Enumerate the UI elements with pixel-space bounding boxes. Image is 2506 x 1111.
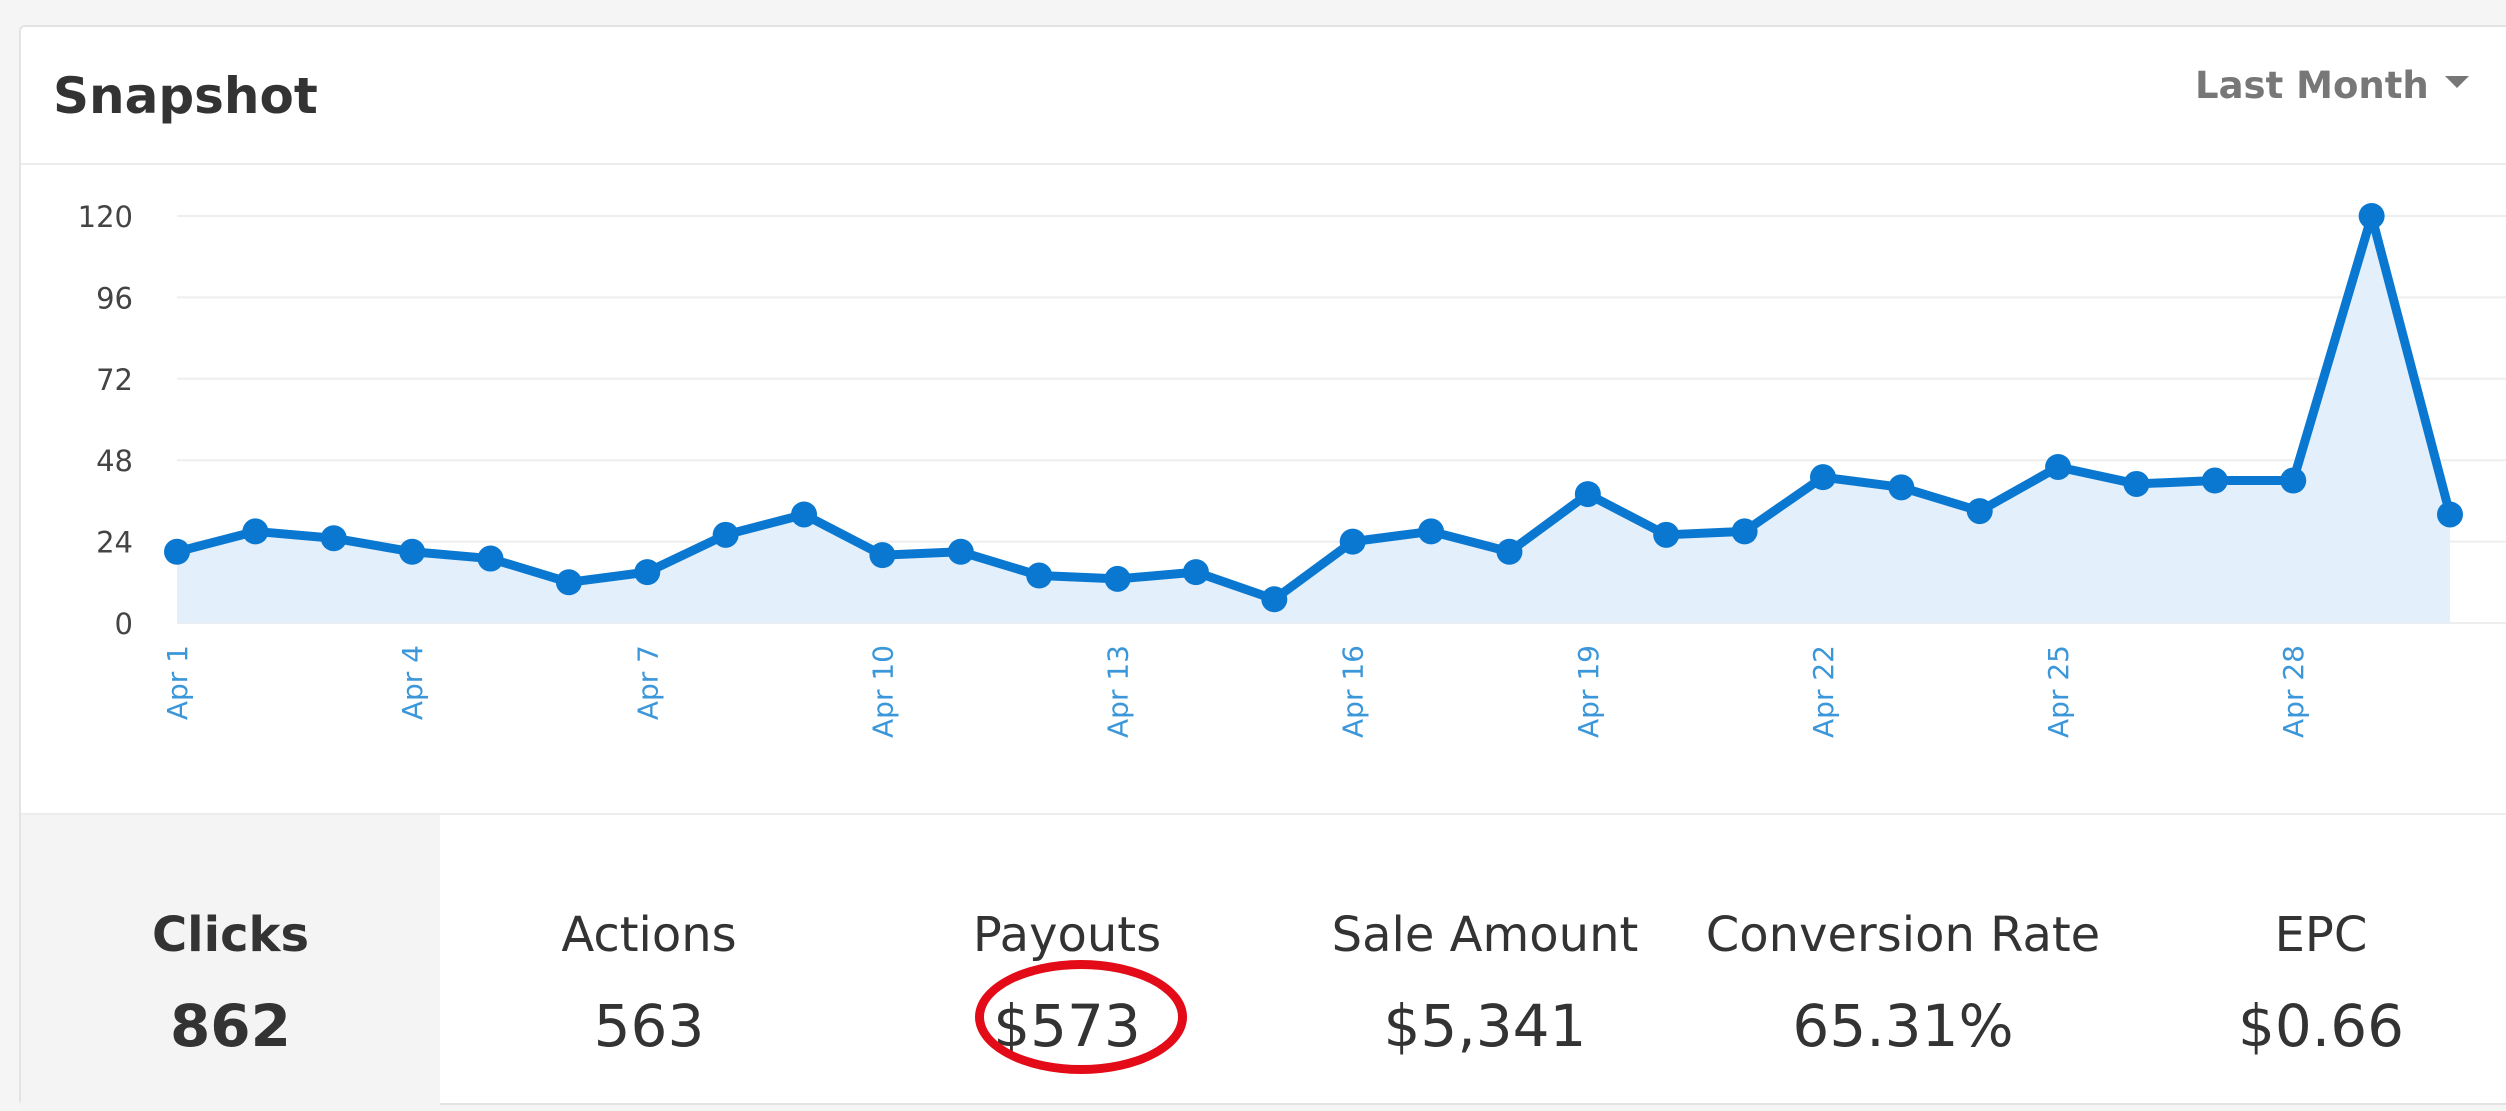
page-title: Snapshot — [53, 67, 318, 125]
stat-label: Sale Amount — [1331, 907, 1639, 963]
data-point — [1574, 481, 1601, 508]
highlight-ring-annotation — [975, 960, 1187, 1074]
data-point — [477, 545, 504, 572]
data-point — [2045, 453, 2072, 480]
data-point — [320, 525, 347, 552]
x-tick-label: Apr 7 — [631, 645, 664, 720]
y-tick-label: 120 — [78, 200, 133, 234]
x-tick-label: Apr 28 — [2277, 645, 2310, 738]
data-point — [242, 518, 269, 545]
data-point — [947, 538, 974, 565]
data-point — [2280, 467, 2307, 494]
card-header: Snapshot Last Month — [21, 27, 2506, 165]
stat-label: Conversion Rate — [1705, 907, 2101, 963]
x-tick-label: Apr 1 — [161, 645, 194, 720]
data-point — [634, 559, 661, 586]
data-point — [1339, 528, 1366, 555]
data-point — [2201, 467, 2228, 494]
stat-clicks[interactable]: Clicks 862 — [21, 815, 440, 1111]
y-tick-label: 72 — [96, 363, 133, 397]
snapshot-card: Snapshot Last Month 0 24 48 72 96 120 Apr 1 Apr… — [19, 25, 2506, 1111]
data-point — [1496, 538, 1523, 565]
stat-value: $0.66 — [2237, 992, 2405, 1060]
data-point — [164, 538, 190, 565]
data-point — [555, 569, 582, 596]
x-tick-label: Apr 13 — [1102, 645, 1135, 738]
data-point — [712, 521, 739, 548]
stat-label: Clicks — [151, 907, 310, 963]
stat-value: 563 — [593, 992, 705, 1060]
data-point — [1261, 586, 1288, 613]
date-range-dropdown[interactable]: Last Month — [2195, 67, 2469, 104]
x-tick-label: Apr 22 — [1807, 645, 1840, 738]
data-point — [1104, 565, 1131, 592]
x-tick-label: Apr 25 — [2042, 645, 2075, 738]
y-tick-label: 24 — [96, 526, 133, 560]
y-tick-label: 0 — [115, 607, 133, 641]
data-point — [1653, 521, 1680, 548]
data-point — [1809, 464, 1836, 491]
x-tick-label: Apr 10 — [866, 645, 899, 738]
stat-conversion-rate[interactable]: Conversion Rate 65.31% — [1694, 815, 2112, 1111]
x-tick-label: Apr 16 — [1337, 645, 1370, 738]
stat-value: 65.31% — [1792, 992, 2014, 1060]
data-point — [2437, 501, 2463, 528]
data-point — [2358, 203, 2385, 229]
data-point — [791, 501, 818, 528]
data-point — [1966, 498, 1993, 525]
clicks-chart: 0 24 48 72 96 120 Apr 1 Apr 4 Apr 7 Apr 10 Apr 13 A… — [78, 200, 2506, 738]
data-point — [399, 538, 426, 565]
x-tick-label: Apr 19 — [1572, 645, 1605, 738]
data-point — [1888, 474, 1915, 501]
chart-area: 0 24 48 72 96 120 Apr 1 Apr 4 Apr 7 Apr 10 Apr 13 A… — [21, 163, 2506, 813]
caret-down-icon — [2444, 75, 2469, 88]
data-point — [1418, 518, 1445, 545]
x-tick-label: Apr 4 — [396, 645, 429, 720]
stat-value: 862 — [169, 992, 292, 1060]
y-tick-label: 96 — [96, 281, 133, 315]
stats-row: Clicks 862 Actions 563 Payouts $573 Sale… — [21, 813, 2506, 1111]
stat-actions[interactable]: Actions 563 — [440, 815, 858, 1111]
data-point — [2123, 470, 2150, 497]
stat-label: Actions — [561, 907, 737, 963]
area-fill — [177, 216, 2450, 623]
date-range-label: Last Month — [2195, 64, 2429, 107]
data-point — [1182, 559, 1209, 586]
stat-payouts[interactable]: Payouts $573 — [858, 815, 1276, 1111]
y-tick-label: 48 — [96, 444, 133, 478]
series-line — [172, 211, 2455, 604]
stat-sale-amount[interactable]: Sale Amount $5,341 — [1276, 815, 1694, 1111]
data-point — [869, 542, 896, 569]
stat-label: EPC — [2274, 907, 2368, 963]
stat-label: Payouts — [972, 907, 1162, 963]
data-point — [1731, 518, 1758, 545]
stat-epc[interactable]: EPC $0.66 — [2112, 815, 2506, 1111]
data-point — [1026, 562, 1053, 589]
stat-value: $5,341 — [1383, 992, 1587, 1060]
